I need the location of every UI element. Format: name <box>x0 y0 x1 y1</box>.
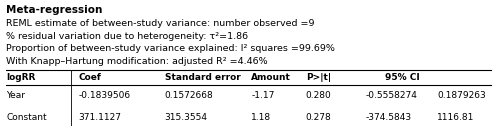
Text: REML estimate of between-study variance: number observed =9: REML estimate of between-study variance:… <box>6 19 315 28</box>
Text: 1.18: 1.18 <box>252 113 272 122</box>
Text: 0.278: 0.278 <box>306 113 332 122</box>
Text: 0.1572668: 0.1572668 <box>164 91 214 100</box>
Text: 0.1879263: 0.1879263 <box>437 91 486 100</box>
Text: 0.280: 0.280 <box>306 91 332 100</box>
Text: 95% CI: 95% CI <box>385 73 420 82</box>
Text: Coef: Coef <box>78 73 101 82</box>
Text: Constant: Constant <box>6 113 47 122</box>
Text: Standard error: Standard error <box>164 73 240 82</box>
Text: Meta-regression: Meta-regression <box>6 5 102 15</box>
Text: -0.5558274: -0.5558274 <box>365 91 417 100</box>
Text: 315.3554: 315.3554 <box>164 113 208 122</box>
Text: With Knapp–Hartung modification: adjusted R² =4.46%: With Knapp–Hartung modification: adjuste… <box>6 57 268 66</box>
Text: -1.17: -1.17 <box>252 91 274 100</box>
Text: logRR: logRR <box>6 73 36 82</box>
Text: -374.5843: -374.5843 <box>365 113 412 122</box>
Text: 1116.81: 1116.81 <box>437 113 474 122</box>
Text: Amount: Amount <box>252 73 291 82</box>
Text: -0.1839506: -0.1839506 <box>78 91 130 100</box>
Text: P>|t|: P>|t| <box>306 73 331 82</box>
Text: 371.1127: 371.1127 <box>78 113 121 122</box>
Text: Proportion of between-study variance explained: I² squares =99.69%: Proportion of between-study variance exp… <box>6 44 335 53</box>
Text: Year: Year <box>6 91 26 100</box>
Text: % residual variation due to heterogeneity: τ²=1.86: % residual variation due to heterogeneit… <box>6 32 248 41</box>
